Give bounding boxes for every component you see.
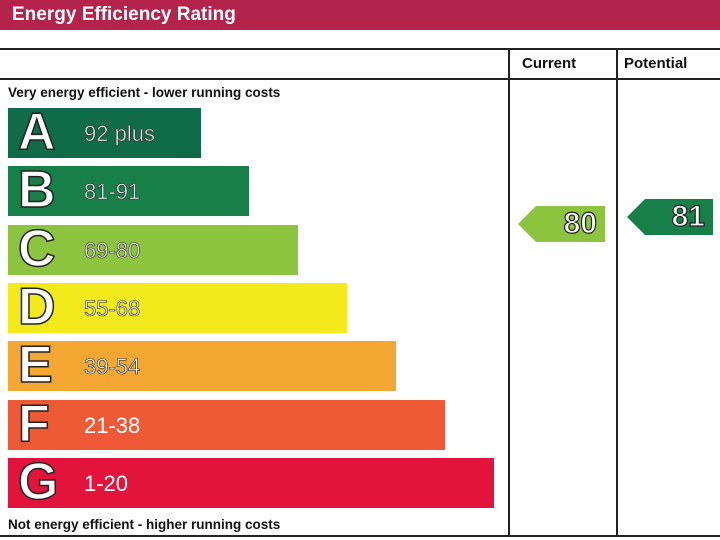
band-letter: G — [17, 452, 59, 512]
band-letter: A — [17, 102, 56, 162]
band-letter: B — [17, 161, 56, 221]
potential-column-header: Potential — [624, 55, 688, 72]
band-range: 55-68 — [84, 295, 141, 322]
rating-table: Current Potential Very energy efficient … — [0, 48, 720, 537]
chart-title: Energy Efficiency Rating — [12, 4, 236, 25]
band-letter: E — [17, 335, 53, 395]
band-e: E 39-54 — [8, 335, 396, 395]
band-b: B 81-91 — [8, 161, 249, 220]
band-f: F 21-38 — [8, 394, 445, 453]
current-rating-value: 80 — [563, 206, 598, 240]
band-a: A 92 plus — [8, 102, 201, 162]
band-range: 1-20 — [84, 470, 129, 496]
current-rating-arrow: 80 — [518, 206, 605, 242]
band-range: 92 plus — [84, 121, 156, 147]
band-d: D 55-68 — [8, 277, 347, 337]
band-c: C 69-80 — [8, 219, 298, 278]
current-arrow-shape — [518, 206, 605, 242]
bottom-note: Not energy efficient - higher running co… — [8, 517, 281, 532]
column-divider — [508, 50, 510, 535]
band-range: 69-80 — [84, 237, 141, 263]
current-column-header: Current — [522, 55, 577, 72]
band-range: 81-91 — [84, 179, 141, 205]
title-bar: Energy Efficiency Rating — [0, 0, 720, 30]
band-range: 21-38 — [84, 412, 141, 438]
top-note: Very energy efficient - lower running co… — [8, 85, 281, 100]
band-letter: C — [17, 219, 56, 279]
potential-rating-value: 81 — [671, 199, 706, 233]
potential-arrow-shape — [627, 199, 713, 235]
header-divider — [0, 78, 720, 80]
column-divider — [616, 50, 618, 535]
potential-rating-arrow: 81 — [627, 199, 713, 235]
band-range: 39-54 — [84, 354, 141, 380]
band-g: G 1-20 — [8, 452, 494, 512]
band-letter: F — [17, 394, 50, 454]
band-letter: D — [17, 277, 56, 337]
